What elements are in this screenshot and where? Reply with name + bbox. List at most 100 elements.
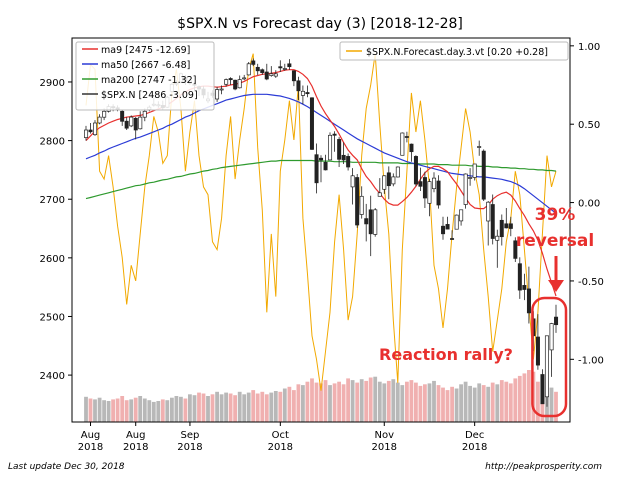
legend-right-label: $SPX.N.Forecast.day.3.vt [0.20 +0.28]: [366, 47, 548, 58]
candle: [332, 131, 337, 152]
candle-body: [273, 73, 278, 77]
volume-bar: [237, 391, 242, 422]
volume-bar: [124, 400, 129, 422]
candle-body: [215, 89, 220, 100]
candle: [346, 153, 351, 171]
candle: [540, 369, 545, 405]
volume-bar: [93, 399, 97, 422]
x-tick-label: Aug: [81, 430, 101, 441]
candle-body: [84, 129, 89, 138]
candle-body: [355, 177, 360, 226]
volume-bar: [156, 401, 161, 422]
candle: [554, 304, 559, 333]
candle: [459, 209, 464, 226]
volume-bar: [536, 381, 540, 422]
candle: [490, 194, 495, 245]
candle: [341, 142, 346, 164]
candle: [350, 168, 355, 205]
volume-bar: [517, 375, 522, 422]
candle: [319, 155, 324, 183]
volume-bar: [210, 394, 215, 422]
volume-bar: [206, 396, 210, 422]
volume-bar: [129, 399, 134, 422]
y-right-tick-label: -0.50: [578, 277, 604, 288]
candle-body: [463, 173, 468, 205]
candle-body: [124, 120, 129, 129]
volume-bar: [305, 381, 310, 422]
candle-body: [314, 154, 319, 184]
candle: [395, 166, 400, 178]
candle: [495, 229, 500, 268]
volume-bar: [409, 380, 414, 422]
candle-body: [246, 63, 251, 76]
volume-bar: [468, 385, 472, 422]
candle: [93, 120, 98, 136]
volume-bar: [215, 391, 219, 422]
candle-body: [418, 181, 423, 187]
candle-body: [278, 66, 283, 69]
candle-body: [269, 73, 274, 76]
candle: [264, 63, 269, 81]
volume-bar: [228, 393, 233, 422]
candle-body: [400, 132, 405, 156]
candle: [323, 154, 328, 171]
candle: [544, 335, 549, 407]
candle-body: [441, 225, 446, 235]
volume-bar: [477, 383, 482, 422]
candle-body: [138, 116, 143, 130]
volume-bar: [337, 381, 341, 422]
x-tick-label: 2018: [123, 442, 148, 453]
annotation-highlight-box: [531, 296, 568, 418]
chart-title: $SPX.N vs Forecast day (3) [2018-12-28]: [177, 16, 463, 32]
candle-body: [549, 323, 554, 351]
candle: [278, 60, 283, 72]
candle-body: [260, 69, 265, 73]
candle: [309, 97, 314, 150]
candle-body: [486, 201, 491, 222]
candle-body: [323, 161, 328, 171]
candle: [97, 114, 102, 125]
volume-bar: [508, 383, 513, 422]
volume-bar: [160, 399, 165, 422]
candle-body: [554, 316, 559, 326]
candle-body: [377, 192, 382, 197]
candle-body: [522, 285, 527, 290]
candle: [373, 208, 378, 237]
volume-bar: [242, 394, 247, 422]
legend-right-box: [339, 41, 569, 61]
candle: [305, 85, 310, 98]
volume-bar: [115, 398, 120, 422]
x-tick-label: Dec: [465, 430, 484, 441]
candle: [255, 63, 260, 75]
volume-bar: [301, 385, 305, 422]
candle-body: [490, 204, 495, 239]
candle: [481, 149, 486, 201]
legend-left-label: ma9 [2475 -12.69]: [101, 45, 190, 56]
legends: ma9 [2475 -12.69] ma50 [2667 -6.48] ma200 …: [75, 41, 569, 111]
candle-body: [432, 177, 437, 190]
candle-body: [337, 139, 342, 160]
volume-bar: [278, 391, 283, 422]
candle-body: [450, 238, 455, 240]
volume-bar: [147, 400, 152, 422]
volume-bar: [445, 390, 450, 422]
candle: [513, 237, 518, 262]
candle-body: [436, 180, 441, 206]
volume-bar: [260, 391, 265, 422]
candle: [517, 257, 522, 299]
candle: [422, 171, 427, 208]
volume-bar: [490, 382, 495, 422]
candle-body: [319, 157, 324, 161]
candle: [463, 173, 468, 209]
volume-bar: [120, 396, 125, 422]
volume-bar: [364, 380, 369, 422]
candle: [454, 214, 459, 230]
candle-body: [287, 63, 292, 68]
candle: [432, 172, 437, 193]
candle: [133, 117, 138, 140]
candle: [355, 174, 360, 228]
candle: [377, 178, 382, 197]
volume-bar: [224, 392, 228, 422]
candle: [472, 163, 477, 181]
volume-bar: [201, 393, 206, 422]
